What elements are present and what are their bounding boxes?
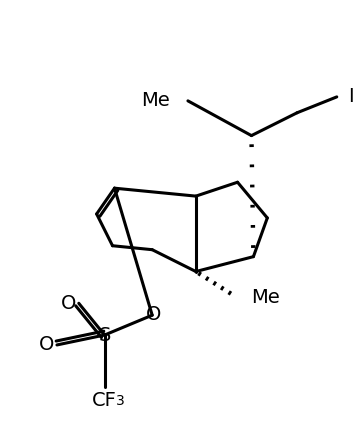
Text: Me: Me (141, 91, 170, 111)
Text: 3: 3 (116, 394, 124, 408)
Text: CF: CF (92, 391, 117, 410)
Text: I: I (348, 87, 353, 106)
Text: O: O (61, 294, 77, 313)
Text: O: O (145, 305, 161, 324)
Text: Me: Me (251, 288, 280, 307)
Text: S: S (98, 325, 111, 344)
Text: O: O (39, 335, 55, 354)
